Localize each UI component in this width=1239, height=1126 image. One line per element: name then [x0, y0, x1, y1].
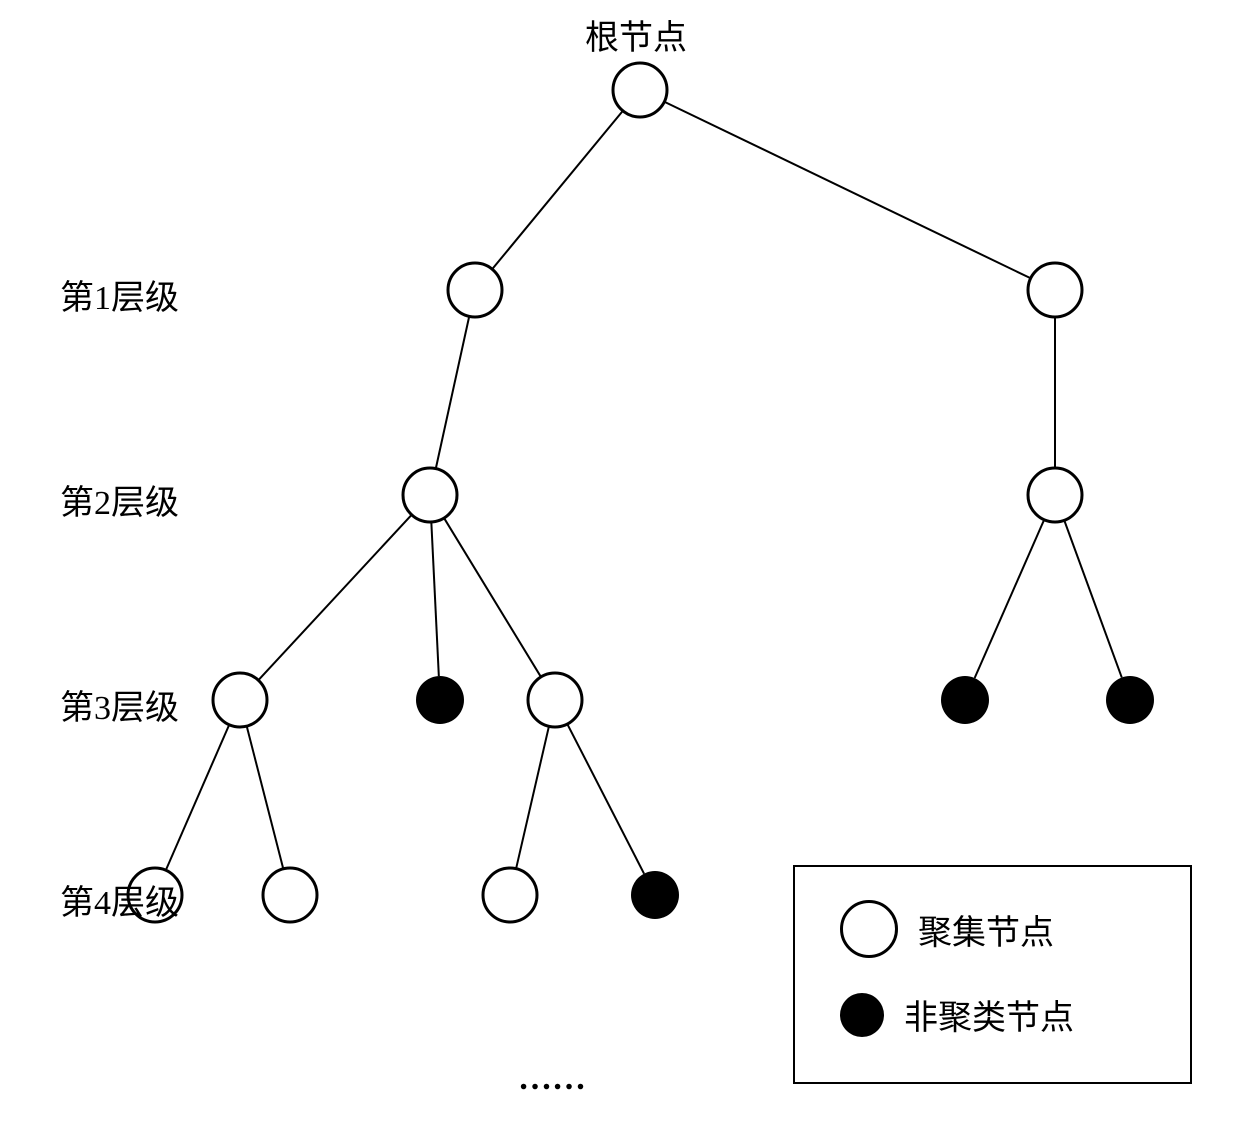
tree-edge — [1064, 520, 1121, 677]
legend-noncluster-label: 非聚类节点 — [904, 990, 1074, 1039]
cluster-node-icon — [263, 868, 317, 922]
tree-edge — [258, 515, 411, 680]
level-2-label: 第2层级 — [60, 475, 179, 524]
legend-box — [793, 865, 1192, 1084]
noncluster-node-icon — [631, 871, 679, 919]
cluster-node-icon — [528, 673, 582, 727]
tree-edge — [431, 522, 439, 676]
noncluster-node-icon — [416, 676, 464, 724]
tree-edge — [492, 111, 623, 269]
tree-edge — [247, 726, 284, 869]
legend-cluster-label: 聚集节点 — [918, 905, 1054, 954]
level-4-label: 第4层级 — [60, 875, 179, 924]
cluster-node-icon — [213, 673, 267, 727]
legend-solid-circle-icon — [840, 993, 884, 1037]
tree-edge — [516, 726, 549, 868]
continuation-ellipsis: …… — [518, 1060, 586, 1098]
cluster-node-icon — [613, 63, 667, 117]
level-1-label: 第1层级 — [60, 270, 179, 319]
tree-diagram: 根节点 第1层级 第2层级 第3层级 第4层级 …… 聚集节点 非聚类节点 — [0, 0, 1239, 1126]
tree-edge — [166, 725, 229, 870]
cluster-node-icon — [448, 263, 502, 317]
cluster-node-icon — [1028, 468, 1082, 522]
tree-edge — [975, 520, 1044, 678]
noncluster-node-icon — [1106, 676, 1154, 724]
tree-edge — [567, 724, 644, 874]
tree-edge — [436, 316, 469, 468]
cluster-node-icon — [483, 868, 537, 922]
legend-item-cluster: 聚集节点 — [840, 900, 1054, 958]
cluster-node-icon — [1028, 263, 1082, 317]
level-3-label: 第3层级 — [60, 680, 179, 729]
tree-edge — [444, 518, 541, 677]
cluster-node-icon — [403, 468, 457, 522]
legend-item-noncluster: 非聚类节点 — [840, 990, 1074, 1039]
noncluster-node-icon — [941, 676, 989, 724]
tree-edge — [664, 102, 1030, 279]
legend-open-circle-icon — [840, 900, 898, 958]
root-title-label: 根节点 — [585, 10, 687, 59]
